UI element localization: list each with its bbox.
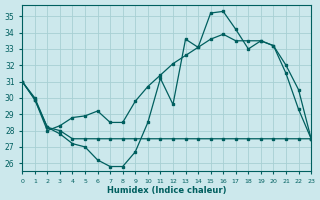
X-axis label: Humidex (Indice chaleur): Humidex (Indice chaleur) [107,186,227,195]
